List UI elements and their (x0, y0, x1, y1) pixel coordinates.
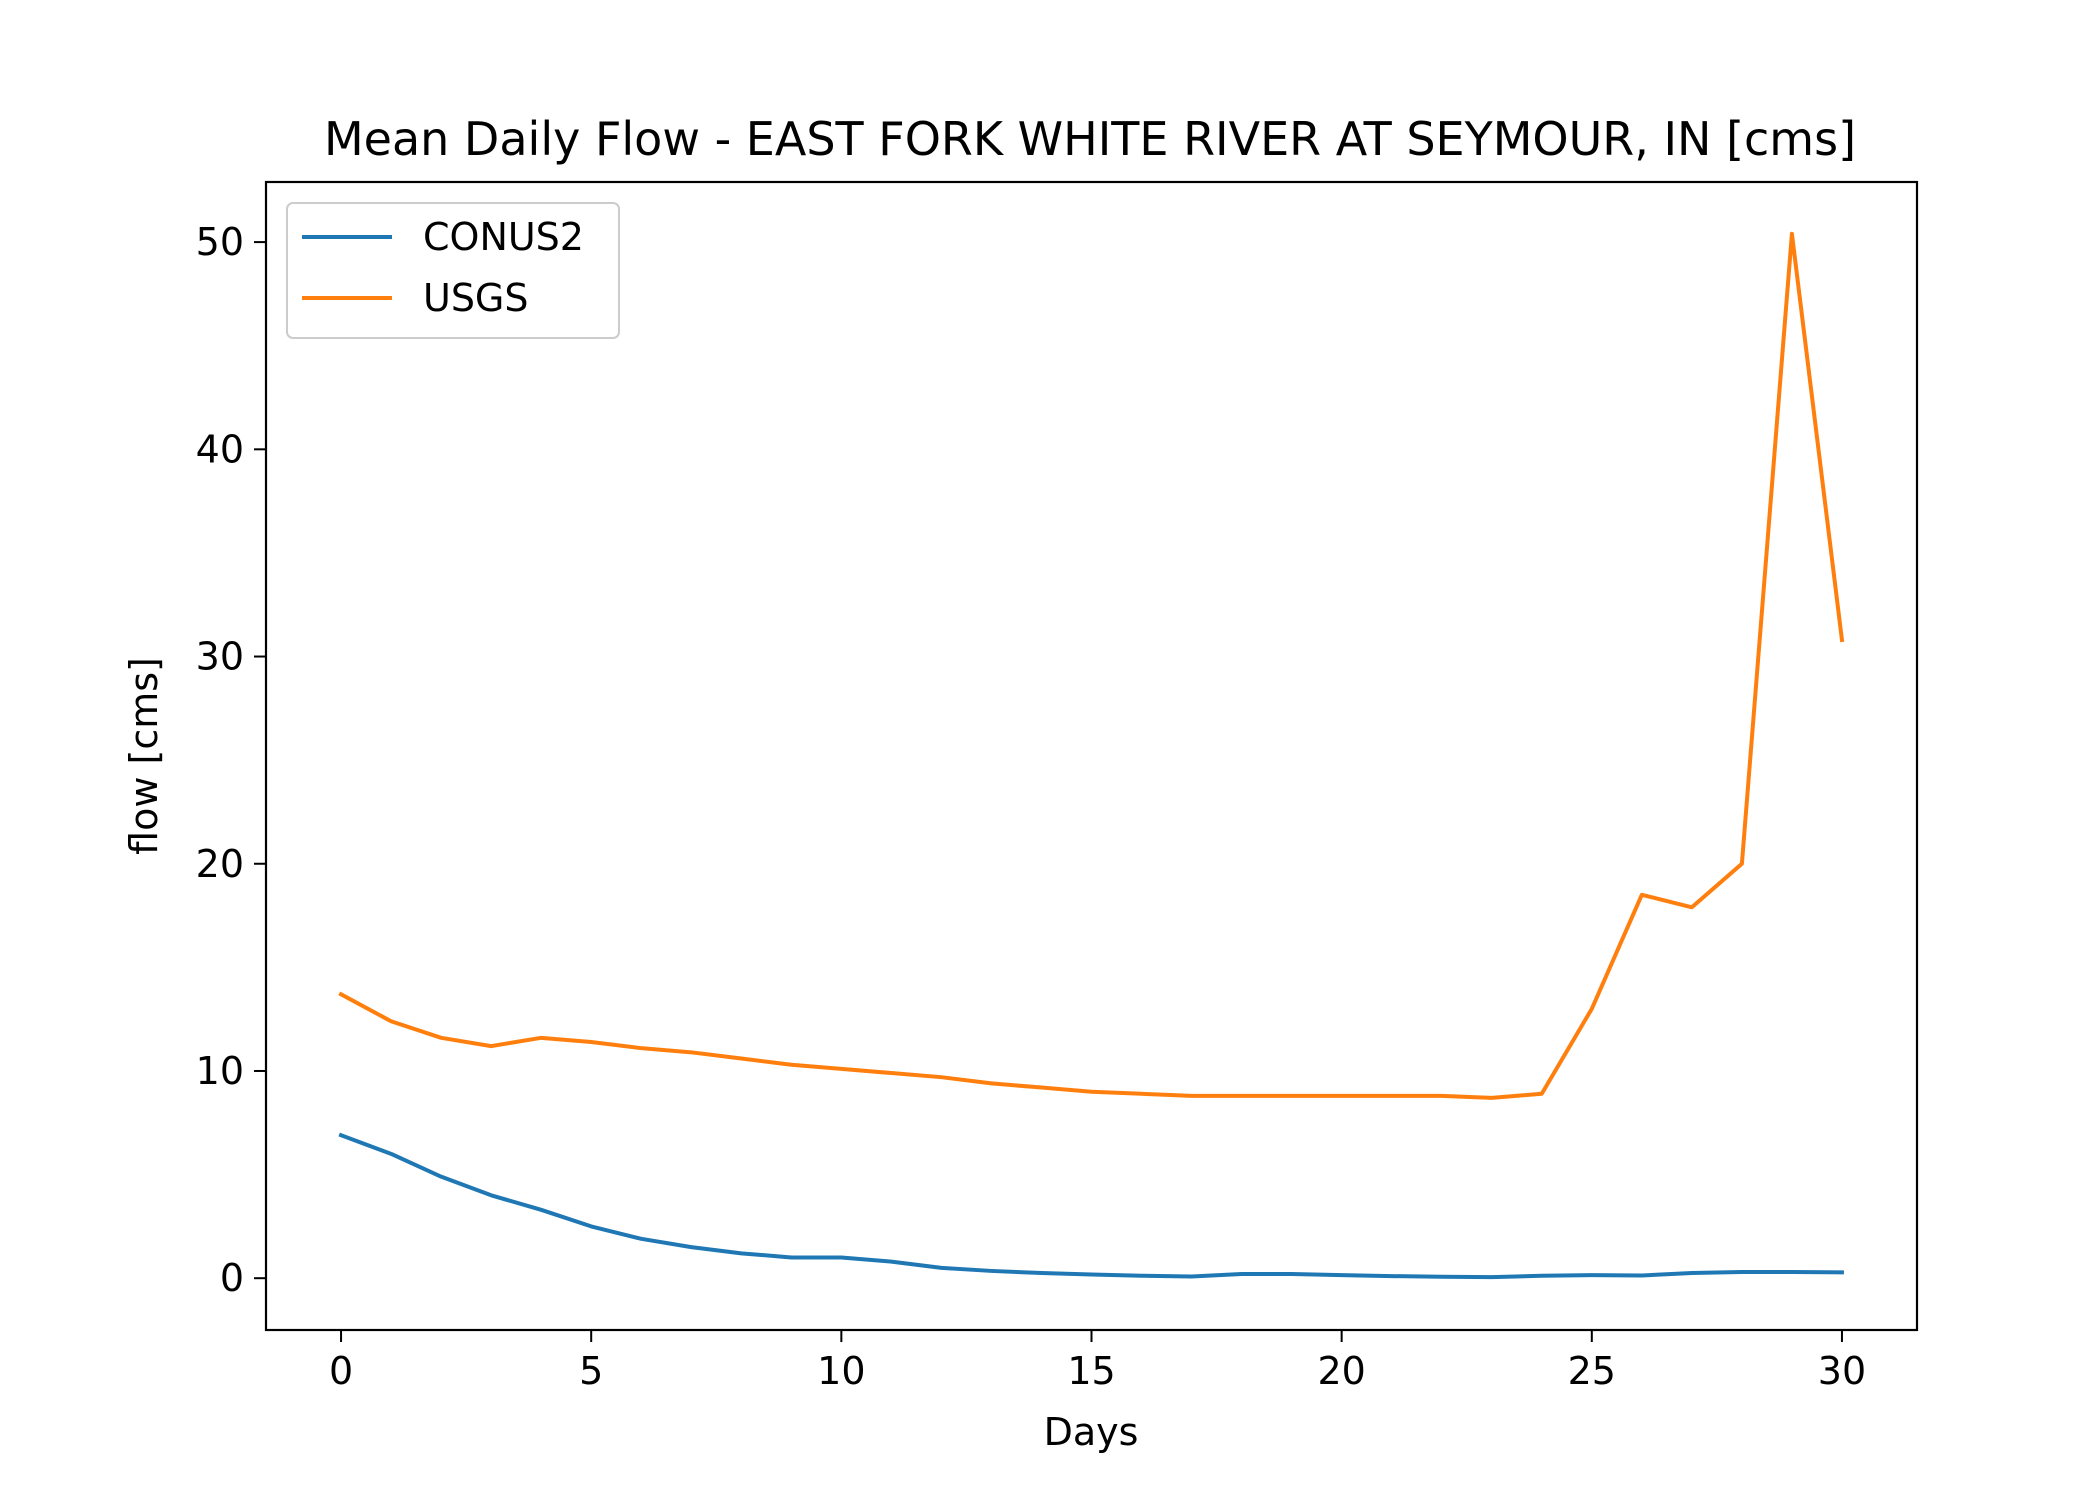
x-axis-label: Days (1044, 1410, 1139, 1454)
x-tick-label: 5 (579, 1349, 603, 1393)
y-tick-label: 50 (196, 220, 244, 264)
chart-title: Mean Daily Flow - EAST FORK WHITE RIVER … (324, 112, 1856, 166)
x-tick-label: 0 (329, 1349, 353, 1393)
y-tick-label: 20 (196, 842, 244, 886)
y-tick-label: 30 (196, 635, 244, 679)
x-tick-label: 15 (1067, 1349, 1115, 1393)
x-tick-label: 25 (1568, 1349, 1616, 1393)
series-layer (338, 231, 1845, 1280)
x-tick-label: 30 (1818, 1349, 1866, 1393)
y-tick-label: 0 (220, 1256, 244, 1300)
series-line-usgs (338, 231, 1845, 1100)
plot-frame (264, 180, 1919, 1332)
axes-layer: 0 5 10 15 20 25 30 0 10 20 30 40 50 (196, 220, 1866, 1393)
series-line-conus2 (338, 1132, 1844, 1280)
x-tick-label: 20 (1317, 1349, 1365, 1393)
y-axis-label: flow [cms] (122, 657, 166, 855)
legend: CONUS2 USGS (286, 202, 620, 339)
x-tick-label: 10 (817, 1349, 865, 1393)
y-tick-label: 10 (196, 1049, 244, 1093)
legend-label-usgs: USGS (423, 276, 529, 320)
legend-label-conus2: CONUS2 (423, 215, 584, 259)
y-tick-label: 40 (196, 427, 244, 471)
